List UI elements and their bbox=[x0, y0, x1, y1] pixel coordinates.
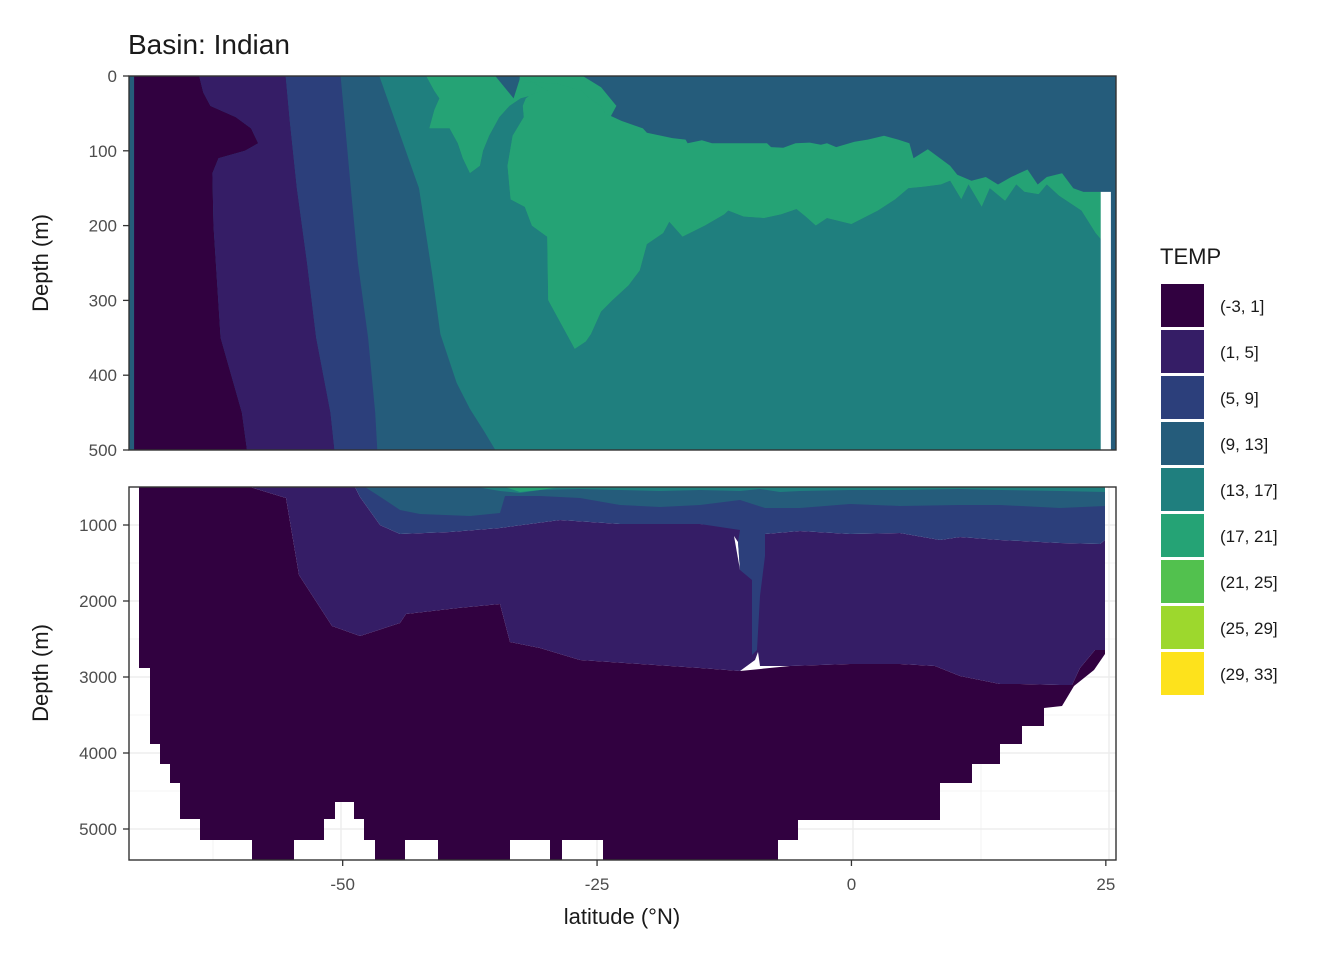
x-tick-label: 25 bbox=[1096, 875, 1115, 894]
lower-band-9-to-13 bbox=[365, 487, 1105, 516]
lower-y-tick-label: 5000 bbox=[79, 820, 117, 839]
upper-panel-border bbox=[128, 75, 1117, 451]
lower-y-axis-title: Depth (m) bbox=[28, 624, 53, 722]
lower-band-17-to-21 bbox=[505, 487, 560, 492]
legend-label: (5, 9] bbox=[1220, 389, 1259, 408]
legend-label: (17, 21] bbox=[1220, 527, 1278, 546]
upper-region-5 bbox=[507, 76, 1101, 349]
legend-swatch bbox=[1161, 330, 1204, 373]
legend-swatch bbox=[1161, 652, 1204, 695]
legend-title: TEMP bbox=[1160, 244, 1221, 269]
upper-y-tick-label: 100 bbox=[89, 142, 117, 161]
x-tick-label: -50 bbox=[330, 875, 355, 894]
legend-label: (13, 17] bbox=[1220, 481, 1278, 500]
upper-y-tick-label: 500 bbox=[89, 441, 117, 460]
lower-band-below-1 bbox=[139, 487, 1105, 860]
upper-y-axis: 0 100 200 300 400 500 bbox=[89, 67, 129, 460]
legend-label: (25, 29] bbox=[1220, 619, 1278, 638]
upper-panel-regions bbox=[134, 76, 1101, 450]
legend-label: (21, 25] bbox=[1220, 573, 1278, 592]
legend-label: (29, 33] bbox=[1220, 665, 1278, 684]
legend-swatch bbox=[1161, 284, 1204, 327]
lower-band-13-to-17 bbox=[478, 487, 1105, 493]
legend-swatch bbox=[1161, 376, 1204, 419]
lower-y-tick-label: 2000 bbox=[79, 592, 117, 611]
lower-y-tick-label: 3000 bbox=[79, 668, 117, 687]
legend-label: (1, 5] bbox=[1220, 343, 1259, 362]
legend-swatch bbox=[1161, 468, 1204, 511]
lower-panel-border bbox=[128, 486, 1117, 861]
legend-swatch bbox=[1161, 514, 1204, 557]
upper-no-data-0 bbox=[1100, 191, 1111, 450]
upper-y-tick-label: 400 bbox=[89, 366, 117, 385]
lower-y-tick-label: 4000 bbox=[79, 744, 117, 763]
upper-region-1 bbox=[199, 76, 335, 450]
lower-band-1-to-5 bbox=[250, 487, 1105, 685]
x-tick-label: 0 bbox=[847, 875, 856, 894]
x-tick-label: -25 bbox=[585, 875, 610, 894]
legend-swatch bbox=[1161, 422, 1204, 465]
upper-panel: 0 100 200 300 400 500 Depth (m) bbox=[28, 67, 1117, 460]
upper-y-axis-title: Depth (m) bbox=[28, 214, 53, 312]
lower-y-axis: 1000 2000 3000 4000 5000 bbox=[79, 516, 129, 839]
legend: TEMP (-3, 1](1, 5](5, 9](9, 13](13, 17](… bbox=[1160, 244, 1278, 695]
upper-y-tick-label: 300 bbox=[89, 291, 117, 310]
legend-swatch bbox=[1161, 560, 1204, 603]
chart-title: Basin: Indian bbox=[128, 29, 290, 60]
lower-panel-regions bbox=[139, 487, 1105, 860]
legend-swatch bbox=[1161, 606, 1204, 649]
upper-y-tick-label: 0 bbox=[108, 67, 117, 86]
upper-region-2 bbox=[285, 76, 378, 450]
lower-panel: 1000 2000 3000 4000 5000 Depth (m) bbox=[28, 486, 1117, 861]
x-axis: -50 -25 0 25 bbox=[330, 860, 1115, 894]
legend-label: (9, 13] bbox=[1220, 435, 1268, 454]
x-axis-title: latitude (°N) bbox=[564, 904, 680, 929]
lower-band-5-to-9 bbox=[355, 487, 1105, 655]
legend-label: (-3, 1] bbox=[1220, 297, 1264, 316]
legend-items: (-3, 1] (1, 5] (5, 9] (9, 13] (13, 17] (17, 2… bbox=[1161, 284, 1278, 695]
upper-panel-no-data bbox=[1100, 191, 1111, 450]
upper-region-0 bbox=[134, 76, 259, 450]
upper-y-tick-label: 200 bbox=[89, 217, 117, 236]
lower-y-tick-label: 1000 bbox=[79, 516, 117, 535]
upper-region-3 bbox=[375, 76, 1101, 450]
